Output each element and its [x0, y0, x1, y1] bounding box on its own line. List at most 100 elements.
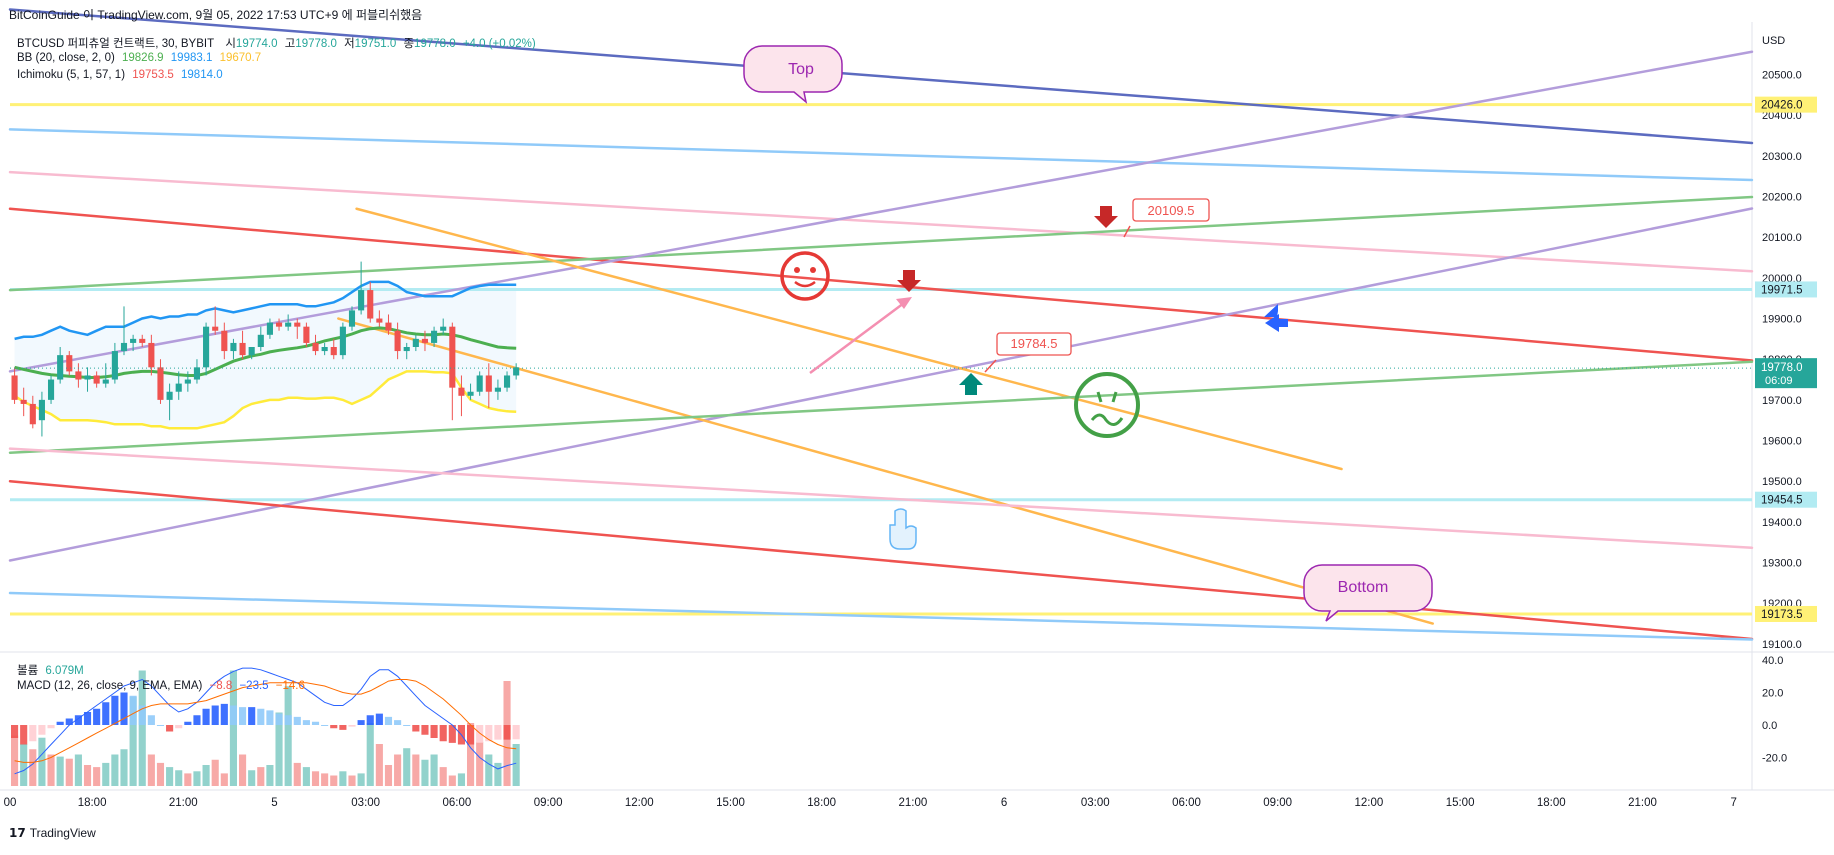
time-tick-label: 09:00: [1263, 797, 1292, 809]
volume-bar: [311, 771, 320, 786]
macd-hist-bar: [184, 721, 192, 725]
bb-legend: BB (20, close, 2, 0) 19826.9 19983.1 196…: [17, 52, 265, 64]
macd-hist-bar: [494, 725, 502, 740]
volume-bar: [138, 670, 146, 786]
top-callout-text: Top: [788, 61, 814, 78]
macd-hist-bar: [485, 725, 493, 742]
macd-hist-bar: [211, 705, 219, 725]
macd-label: MACD (12, 26, close, 9, EMA, EMA): [17, 680, 203, 692]
macd-hist-bar: [202, 708, 210, 725]
candle-body: [494, 387, 501, 392]
volume-bar: [156, 762, 165, 786]
candle-body: [102, 379, 109, 384]
trendline-pink: [8, 170, 1754, 273]
trendline-red: [8, 207, 1754, 362]
volume-bar: [448, 775, 456, 786]
level-tag-bg: [1755, 281, 1817, 298]
volume-bar: [485, 754, 493, 786]
ichimoku-value-2: 19814.0: [181, 69, 223, 81]
price-tick-label: 19400.0: [1762, 517, 1802, 529]
volume-bar: [83, 765, 92, 786]
candle-body: [84, 375, 91, 380]
level-tag-label: 19971.5: [1761, 284, 1803, 296]
candle-body: [57, 355, 64, 380]
candle-body: [38, 399, 45, 421]
candle-body: [239, 342, 246, 356]
level-tag-bg: [1755, 605, 1817, 622]
macd-hist-bar: [11, 725, 19, 738]
level-tag-bg: [1755, 491, 1817, 508]
confused-face-eye: [1111, 391, 1118, 403]
left-arrow-icon: [1265, 314, 1279, 332]
candle-body: [75, 371, 82, 380]
volume-bar: [29, 749, 37, 786]
macd-hist-bar: [357, 720, 365, 725]
candle-body: [321, 347, 328, 352]
ichimoku-value-1: 19753.5: [132, 69, 174, 81]
tradingview-logo[interactable]: 17 TradingView: [9, 826, 96, 840]
candle-body: [394, 330, 401, 352]
volume-bar: [47, 754, 55, 786]
macd-hist-bar: [47, 725, 55, 729]
time-tick-label: 18:00: [78, 797, 107, 809]
bottom-callout-text: Bottom: [1338, 579, 1389, 596]
publish-line: BitCoinGuide 이 TradingView.com, 9월 05, 2…: [9, 8, 423, 22]
time-tick-label: 18:00: [1537, 797, 1566, 809]
macd-hist-bar: [284, 715, 292, 725]
volume-bar: [38, 737, 46, 786]
volume-bar: [266, 765, 274, 786]
macd-hist-bar: [430, 725, 438, 738]
ohlc-open-label: 시: [225, 38, 236, 50]
candle-body: [248, 347, 255, 356]
macd-hist-bar: [476, 725, 484, 743]
up-arrow-icon: [959, 373, 983, 395]
macd-hist-bar: [156, 725, 165, 726]
volume-bar: [175, 770, 183, 786]
volume-bar: [293, 762, 301, 786]
trendline-light_blue: [8, 591, 1754, 641]
volume-bar: [220, 773, 228, 786]
ohlc-high: 19778.0: [295, 38, 337, 50]
last-price-tag-bg: [1755, 358, 1817, 389]
candle-body: [294, 322, 301, 327]
macd-hist-bar: [248, 707, 256, 725]
candle-body: [467, 391, 474, 396]
macd-hist-bar: [29, 725, 37, 742]
macd-hist-bar: [330, 725, 338, 729]
candle-body: [312, 342, 319, 352]
macd-hist-bar: [321, 725, 329, 726]
candle-body: [339, 326, 346, 356]
price-tick-label: 20300.0: [1762, 151, 1802, 163]
volume-bar: [257, 767, 265, 786]
trendline-navy: [8, 8, 1754, 145]
volume-value: 6.079M: [45, 665, 84, 677]
left-arrow-tail: [1278, 319, 1288, 327]
macd-hist-bar: [175, 725, 183, 729]
macd-hist-bar: [56, 721, 64, 725]
macd-hist-bar: [138, 705, 146, 725]
volume-bar: [74, 754, 82, 786]
trendline-purple: [8, 207, 1754, 562]
volume-bar: [102, 762, 110, 786]
volume-bar: [11, 735, 19, 786]
price-tick-label: 20500.0: [1762, 70, 1802, 82]
left-arrow-icon: [1264, 304, 1278, 323]
macd-hist-bar: [93, 708, 101, 725]
macd-line: [14, 667, 517, 775]
macd-hist-bar: [339, 725, 347, 730]
trendline-light_blue: [8, 128, 1754, 182]
ohlc-high-label: 고: [284, 38, 296, 50]
projection-arrow-head: [896, 297, 912, 309]
macd-hist-bar: [421, 725, 429, 735]
macd-hist-bar: [20, 725, 28, 745]
macd-hist-bar: [120, 692, 128, 725]
ohlc-change: +4.0 (+0.02%): [462, 38, 536, 50]
bb-upper-line: [14, 280, 517, 341]
volume-bar: [457, 773, 465, 786]
volume-bar: [65, 758, 73, 786]
macd-hist-bar: [348, 725, 356, 727]
macd-hist-bar: [467, 725, 475, 745]
candle-body: [212, 326, 219, 331]
